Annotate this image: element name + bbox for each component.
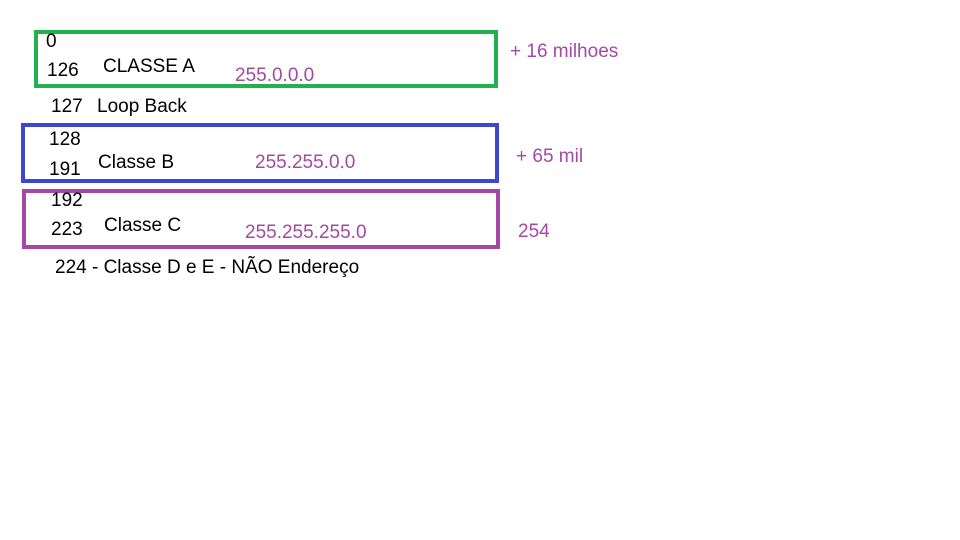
class-a-mask: 255.0.0.0 — [235, 65, 315, 86]
class-b-range-start: 128 — [49, 129, 81, 150]
class-a-range-start: 0 — [46, 31, 57, 52]
class-a-box — [34, 30, 498, 88]
class-a-label: CLASSE A — [103, 56, 195, 77]
class-c-mask: 255.255.255.0 — [245, 222, 367, 243]
class-c-label: Classe C — [104, 215, 182, 236]
class-c-box — [22, 189, 500, 249]
class-a-range-end: 126 — [47, 60, 79, 81]
loopback-number: 127 — [51, 96, 83, 117]
loopback-label: Loop Back — [97, 96, 187, 117]
class-c-range-end: 223 — [51, 219, 83, 240]
class-d-e-note: 224 - Classe D e E - NÃO Endereço — [55, 257, 360, 278]
class-c-hosts: 254 — [518, 221, 550, 242]
class-c-range-start: 192 — [51, 190, 83, 211]
class-b-hosts: + 65 mil — [516, 146, 584, 167]
class-b-label: Classe B — [98, 152, 175, 173]
class-b-mask: 255.255.0.0 — [255, 152, 356, 173]
class-b-range-end: 191 — [49, 159, 81, 180]
class-b-box — [21, 123, 499, 183]
class-a-hosts: + 16 milhoes — [510, 41, 619, 62]
